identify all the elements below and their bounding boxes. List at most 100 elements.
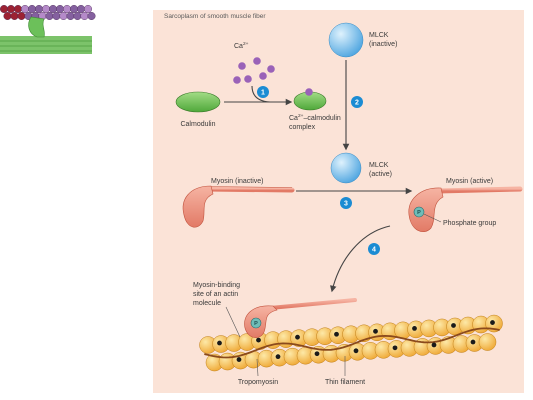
phosphate-group [413, 206, 425, 218]
step-number: 2 [355, 100, 359, 107]
myosin-binding-site [470, 339, 476, 345]
fragment-actin-bead [13, 4, 22, 13]
step-badge-4: 4 [368, 243, 380, 255]
fragment-actin-bead [69, 4, 78, 13]
fragment-actin-bead [10, 11, 19, 20]
fragment-actin-bead [21, 4, 30, 13]
bound-calcium-ion [305, 88, 313, 96]
myosin-binding-site [275, 354, 281, 360]
myosin-inactive [182, 185, 295, 228]
myosin-binding-site [236, 357, 242, 362]
step-badge-1: 1 [257, 86, 269, 98]
step-badge-2: 2 [351, 96, 363, 108]
fragment-actin-bead [87, 11, 96, 20]
fragment-actin-bead [3, 11, 12, 20]
binding-site-leader-line [225, 306, 241, 338]
myosin-head [408, 187, 444, 232]
step-number: 3 [344, 201, 348, 208]
fragment-actin-bead [42, 4, 51, 13]
calcium-label-sup: 2+ [243, 41, 249, 47]
complex-label-rest: –calmodulin [303, 115, 340, 122]
phosphate-symbol: P [254, 321, 258, 327]
step-badge-circle [351, 96, 363, 108]
mlck-inactive-sphere [328, 22, 364, 58]
phosphate-group [250, 317, 262, 329]
fragment-bead-chain [0, 4, 96, 20]
calcium-ion-label: Ca2+ [234, 41, 249, 50]
fragment-actin-bead [83, 4, 92, 13]
myosin-binding-site [217, 340, 222, 346]
complex-label-line2: complex [289, 124, 316, 131]
myosin-binding-site [490, 320, 495, 325]
fragment-actin-bead [63, 4, 72, 13]
fragment-actin-bead [45, 11, 54, 20]
phosphate-group-label: Phosphate group [443, 220, 496, 227]
complex-label-line1: Ca2+–calmodulin [289, 113, 341, 122]
mlck-active-label-line2: (active) [369, 171, 392, 178]
fragment-actin-bead [17, 11, 26, 20]
myosin-binding-site [431, 342, 437, 348]
myosin-binding-site [392, 345, 398, 351]
phosphate-symbol: P [417, 210, 421, 216]
fragment-actin-bead [59, 11, 68, 20]
step-badge-circle [368, 243, 380, 255]
fragment-actin-bead [80, 11, 89, 20]
calcium-ion [244, 75, 252, 83]
fragment-actin-bead [6, 4, 15, 13]
step-number: 1 [261, 90, 265, 97]
calcium-ion [259, 72, 267, 80]
tropomyosin-strand [204, 327, 500, 359]
fragment-actin-bead [35, 4, 44, 13]
fragment-actin-bead [49, 4, 58, 13]
binding-site-label-line2: site of an actin [193, 291, 238, 298]
calmodulin [175, 91, 221, 113]
mlck-inactive-label-line2: (inactive) [369, 41, 397, 48]
fragment-actin-bead [66, 11, 75, 20]
fragment-actin-bead [28, 4, 37, 13]
myosin-binding-site [451, 323, 456, 328]
panel-title: Sarcoplasm of smooth muscle fiber [164, 13, 266, 20]
myosin-binding-site [295, 334, 300, 340]
myosin-tail [435, 186, 523, 194]
calcium-label-base: Ca [234, 43, 243, 50]
myosin-binding-site [256, 337, 261, 343]
mlck-active-sphere [330, 152, 362, 184]
myosin-inactive-label: Myosin (inactive) [211, 178, 264, 185]
tropomyosin-label: Tropomyosin [238, 379, 278, 386]
myosin-binding-site [314, 351, 320, 357]
myosin-binding-site [353, 348, 359, 354]
myosin-binding-site [334, 331, 339, 337]
mlck-inactive-label-line1: MLCK [369, 32, 389, 39]
thick-filament-bar [0, 36, 92, 54]
thin-filament-label: Thin filament [325, 379, 365, 386]
arrow-myosin-binds-actin [330, 225, 391, 293]
myosin-binding-site [373, 328, 378, 334]
calcium-ions [233, 57, 275, 84]
mlck-active-label-line1: MLCK [369, 162, 389, 169]
fragment-actin-bead [56, 4, 65, 13]
fragment-actin-bead [73, 11, 82, 20]
tropomyosin-leader-line [256, 358, 259, 377]
complex-label-sup: 2+ [298, 113, 304, 119]
calmodulin-label: Calmodulin [180, 121, 215, 128]
binding-site-label-line1: Myosin-binding [193, 282, 240, 289]
fragment-actin-bead [0, 4, 8, 13]
step-badge-circle [340, 197, 352, 209]
myosin-tail [203, 186, 295, 193]
myosin-tail-outline [205, 186, 293, 188]
binding-site-label-line3: molecule [193, 300, 221, 307]
calcium-ion [233, 76, 241, 84]
myosin-tail [268, 298, 357, 310]
calcium-ion [238, 62, 246, 70]
actin-filament-fragment [0, 4, 96, 54]
myosin-attached: P [244, 298, 357, 338]
phosphate-leader-line [423, 213, 442, 223]
fragment-actin-bead [52, 11, 61, 20]
myosin-active: P [408, 186, 523, 232]
step-number: 4 [372, 247, 376, 254]
calcium-ion [253, 57, 261, 65]
step-badge-3: 3 [340, 197, 352, 209]
myosin-active-label: Myosin (active) [446, 178, 493, 185]
complex-label-base: Ca [289, 115, 298, 122]
